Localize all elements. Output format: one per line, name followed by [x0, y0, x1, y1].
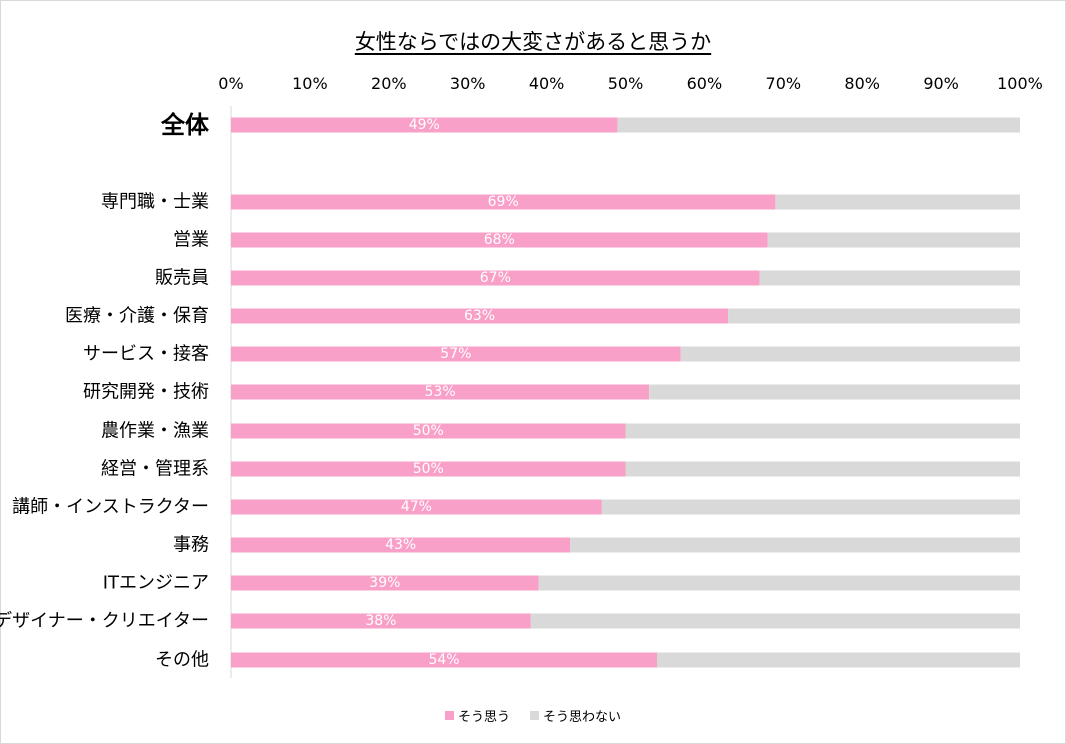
- category-label: 専門職・士業: [101, 192, 209, 213]
- bar-disagree: [728, 308, 1020, 324]
- bar-agree: [231, 499, 602, 515]
- legend: そう思う そう思わない: [0, 706, 1066, 725]
- category-label: 医療・介護・保育: [65, 306, 209, 327]
- bars: [231, 117, 1020, 668]
- category-label: 研究開発・技術: [83, 382, 209, 403]
- bar-agree: [231, 537, 571, 553]
- x-axis-ticks: 0% 10% 20% 30% 40% 50% 60% 70% 80% 90% 100%: [218, 74, 1043, 93]
- x-tick-label: 70%: [766, 74, 802, 93]
- category-label: 販売員: [155, 268, 209, 289]
- category-label: 農作業・漁業: [101, 421, 209, 442]
- legend-label-disagree: そう思わない: [543, 710, 622, 725]
- bar-disagree: [657, 652, 1020, 668]
- bar-value-label: 57%: [440, 346, 471, 362]
- bar-agree: [231, 652, 658, 668]
- x-tick-label: 0%: [218, 74, 243, 93]
- category-label: サービス・接客: [83, 344, 209, 365]
- bar-value-label: 67%: [480, 270, 511, 286]
- category-label: 事務: [173, 535, 209, 556]
- bar-disagree: [538, 575, 1020, 591]
- bar-disagree: [530, 613, 1020, 629]
- bar-disagree: [625, 423, 1020, 439]
- bar-agree: [231, 575, 539, 591]
- bar-disagree: [617, 117, 1020, 133]
- category-label: 経営・管理系: [101, 459, 209, 480]
- category-labels: 全体専門職・士業営業販売員医療・介護・保育サービス・接客研究開発・技術農作業・漁…: [0, 111, 210, 671]
- chart-title: 女性ならではの大変さがあると思うか: [0, 26, 1066, 56]
- bar-value-label: 50%: [413, 423, 444, 439]
- x-tick-label: 10%: [292, 74, 328, 93]
- bar-agree: [231, 613, 531, 629]
- category-label: 講師・インストラクター: [12, 497, 209, 518]
- bar-agree: [231, 117, 618, 133]
- bar-agree: [231, 461, 626, 477]
- bar-value-label: 54%: [428, 652, 459, 668]
- chart-title-text: 女性ならではの大変さがあると思うか: [354, 30, 712, 54]
- bar-agree: [231, 308, 729, 324]
- bar-value-label: 47%: [401, 499, 432, 515]
- bar-disagree: [570, 537, 1020, 553]
- bar-value-label: 49%: [409, 117, 440, 133]
- category-label: 営業: [173, 230, 209, 251]
- bar-value-label: 69%: [488, 194, 519, 210]
- bar-disagree: [649, 384, 1020, 400]
- x-tick-label: 90%: [923, 74, 959, 93]
- bar-value-label: 63%: [464, 308, 495, 324]
- bar-disagree: [601, 499, 1020, 515]
- bar-agree: [231, 384, 650, 400]
- x-tick-label: 60%: [687, 74, 723, 93]
- x-tick-label: 40%: [529, 74, 565, 93]
- bar-value-label: 39%: [369, 575, 400, 591]
- bar-value-label: 38%: [365, 613, 396, 629]
- x-tick-label: 80%: [844, 74, 880, 93]
- x-tick-label: 20%: [371, 74, 407, 93]
- bar-agree: [231, 346, 681, 362]
- legend-item-disagree: そう思わない: [530, 706, 621, 725]
- bar-value-label: 50%: [413, 461, 444, 477]
- category-label: ITエンジニア: [103, 573, 209, 594]
- bar-disagree: [775, 194, 1020, 210]
- category-label: その他: [155, 650, 209, 671]
- category-label: デザイナー・クリエイター: [0, 611, 209, 632]
- bar-disagree: [625, 461, 1020, 477]
- category-label: 全体: [160, 111, 210, 139]
- legend-label-agree: そう思う: [457, 710, 510, 725]
- bar-agree: [231, 423, 626, 439]
- bar-agree: [231, 194, 776, 210]
- bar-disagree: [767, 232, 1020, 248]
- bar-disagree: [759, 270, 1020, 286]
- legend-item-agree: そう思う: [444, 706, 510, 725]
- x-tick-label: 100%: [997, 74, 1043, 93]
- legend-swatch-disagree: [530, 711, 539, 720]
- bar-value-label: 68%: [484, 232, 515, 248]
- bar-value-label: 43%: [385, 537, 416, 553]
- bar-disagree: [680, 346, 1020, 362]
- bar-value-label: 53%: [425, 384, 456, 400]
- legend-swatch-agree: [444, 711, 454, 720]
- x-tick-label: 30%: [450, 74, 486, 93]
- x-tick-label: 50%: [608, 74, 644, 93]
- data-labels: 49% 69% 68% 67% 63% 57% 53% 50% 50% 47% 43% 39% 38% 5…: [365, 117, 518, 668]
- bar-agree: [231, 270, 760, 286]
- bar-agree: [231, 232, 768, 248]
